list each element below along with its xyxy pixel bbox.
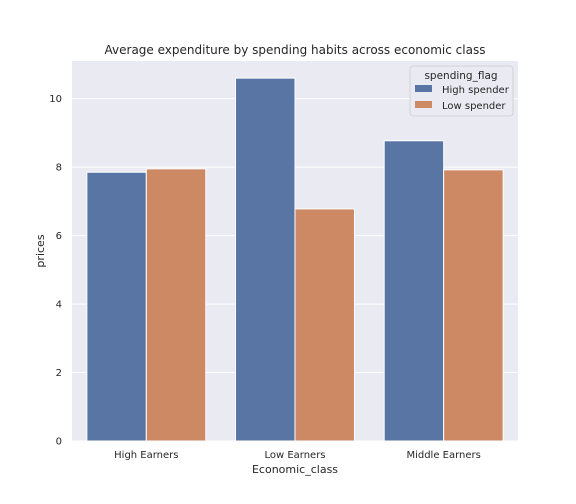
legend-title: spending_flag xyxy=(424,70,497,82)
x-axis-label: Economic_class xyxy=(252,463,338,476)
y-tick-label: 6 xyxy=(56,231,62,242)
chart-title: Average expenditure by spending habits a… xyxy=(105,43,486,57)
bar-high-spender xyxy=(86,171,147,442)
bars xyxy=(86,77,504,442)
x-tick-labels: High Earners Low Earners Middle Earners xyxy=(114,450,481,461)
y-tick-label: 0 xyxy=(56,437,62,448)
y-tick-labels: 0 2 4 6 8 10 xyxy=(49,94,62,447)
x-tick-label: High Earners xyxy=(114,450,178,461)
y-tick-label: 4 xyxy=(56,300,62,311)
bar-low-spender xyxy=(294,208,355,442)
legend-label-low-spender: Low spender xyxy=(442,101,506,112)
bar-high-spender xyxy=(235,77,296,442)
x-tick-label: Middle Earners xyxy=(406,450,480,461)
bar-low-spender xyxy=(145,168,207,442)
legend: spending_flag High spender Low spender xyxy=(409,65,514,117)
y-tick-label: 8 xyxy=(56,163,62,174)
y-tick-label: 2 xyxy=(56,368,62,379)
y-axis-label: prices xyxy=(34,234,47,267)
bar-low-spender xyxy=(443,169,504,442)
legend-label-high-spender: High spender xyxy=(442,85,510,96)
legend-swatch-high-spender xyxy=(415,85,432,92)
legend-swatch-low-spender xyxy=(415,101,432,108)
legend-box xyxy=(409,65,514,117)
y-tick-label: 10 xyxy=(49,94,62,105)
x-tick-label: Low Earners xyxy=(264,450,325,461)
bar-high-spender xyxy=(383,140,445,442)
